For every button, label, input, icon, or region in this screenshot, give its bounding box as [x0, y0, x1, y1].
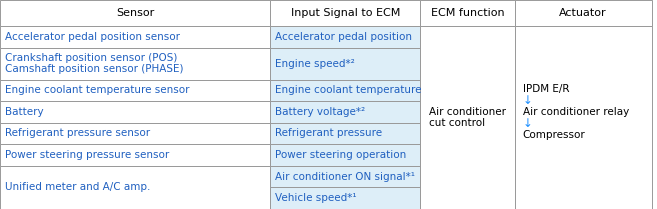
Bar: [271, 26, 420, 48]
Text: Vehicle speed*¹: Vehicle speed*¹: [275, 193, 357, 203]
Text: Battery voltage*²: Battery voltage*²: [275, 107, 365, 117]
Bar: [0, 166, 271, 209]
Bar: [271, 187, 420, 209]
Bar: [0, 48, 271, 79]
Text: Engine coolant temperature: Engine coolant temperature: [275, 85, 421, 95]
Bar: [0, 26, 271, 48]
Text: Refrigerant pressure sensor: Refrigerant pressure sensor: [5, 129, 150, 139]
Text: Power steering pressure sensor: Power steering pressure sensor: [5, 150, 169, 160]
Bar: [271, 166, 420, 187]
Text: Power steering operation: Power steering operation: [275, 150, 406, 160]
Bar: [0, 123, 271, 144]
Bar: [420, 0, 514, 26]
Bar: [271, 79, 420, 101]
Bar: [0, 144, 271, 166]
Text: Crankshaft position sensor (POS)
Camshaft position sensor (PHASE): Crankshaft position sensor (POS) Camshaf…: [5, 53, 183, 74]
Text: Accelerator pedal position sensor: Accelerator pedal position sensor: [5, 32, 179, 42]
Text: Engine speed*²: Engine speed*²: [275, 59, 355, 69]
Text: Air conditioner ON signal*¹: Air conditioner ON signal*¹: [275, 172, 415, 182]
Text: Input Signal to ECM: Input Signal to ECM: [290, 8, 400, 18]
Text: ECM function: ECM function: [431, 8, 505, 18]
Text: Air conditioner relay: Air conditioner relay: [522, 107, 629, 117]
Bar: [0, 101, 271, 123]
Bar: [420, 26, 514, 209]
Text: Accelerator pedal position: Accelerator pedal position: [275, 32, 412, 42]
Text: Unified meter and A/C amp.: Unified meter and A/C amp.: [5, 182, 150, 192]
Bar: [271, 123, 420, 144]
Bar: [271, 101, 420, 123]
Bar: [271, 144, 420, 166]
Text: Engine coolant temperature sensor: Engine coolant temperature sensor: [5, 85, 189, 95]
Text: Actuator: Actuator: [559, 8, 607, 18]
Bar: [514, 26, 652, 209]
Bar: [0, 0, 271, 26]
Bar: [0, 79, 271, 101]
Text: Sensor: Sensor: [116, 8, 154, 18]
Text: Refrigerant pressure: Refrigerant pressure: [275, 129, 382, 139]
Text: Battery: Battery: [5, 107, 43, 117]
Text: Compressor: Compressor: [522, 130, 585, 140]
Bar: [271, 48, 420, 79]
Bar: [514, 0, 652, 26]
Text: IPDM E/R: IPDM E/R: [522, 84, 569, 94]
Text: Air conditioner
cut control: Air conditioner cut control: [429, 107, 506, 128]
Text: ↓: ↓: [522, 117, 532, 130]
Text: ↓: ↓: [522, 94, 532, 107]
Bar: [271, 0, 420, 26]
